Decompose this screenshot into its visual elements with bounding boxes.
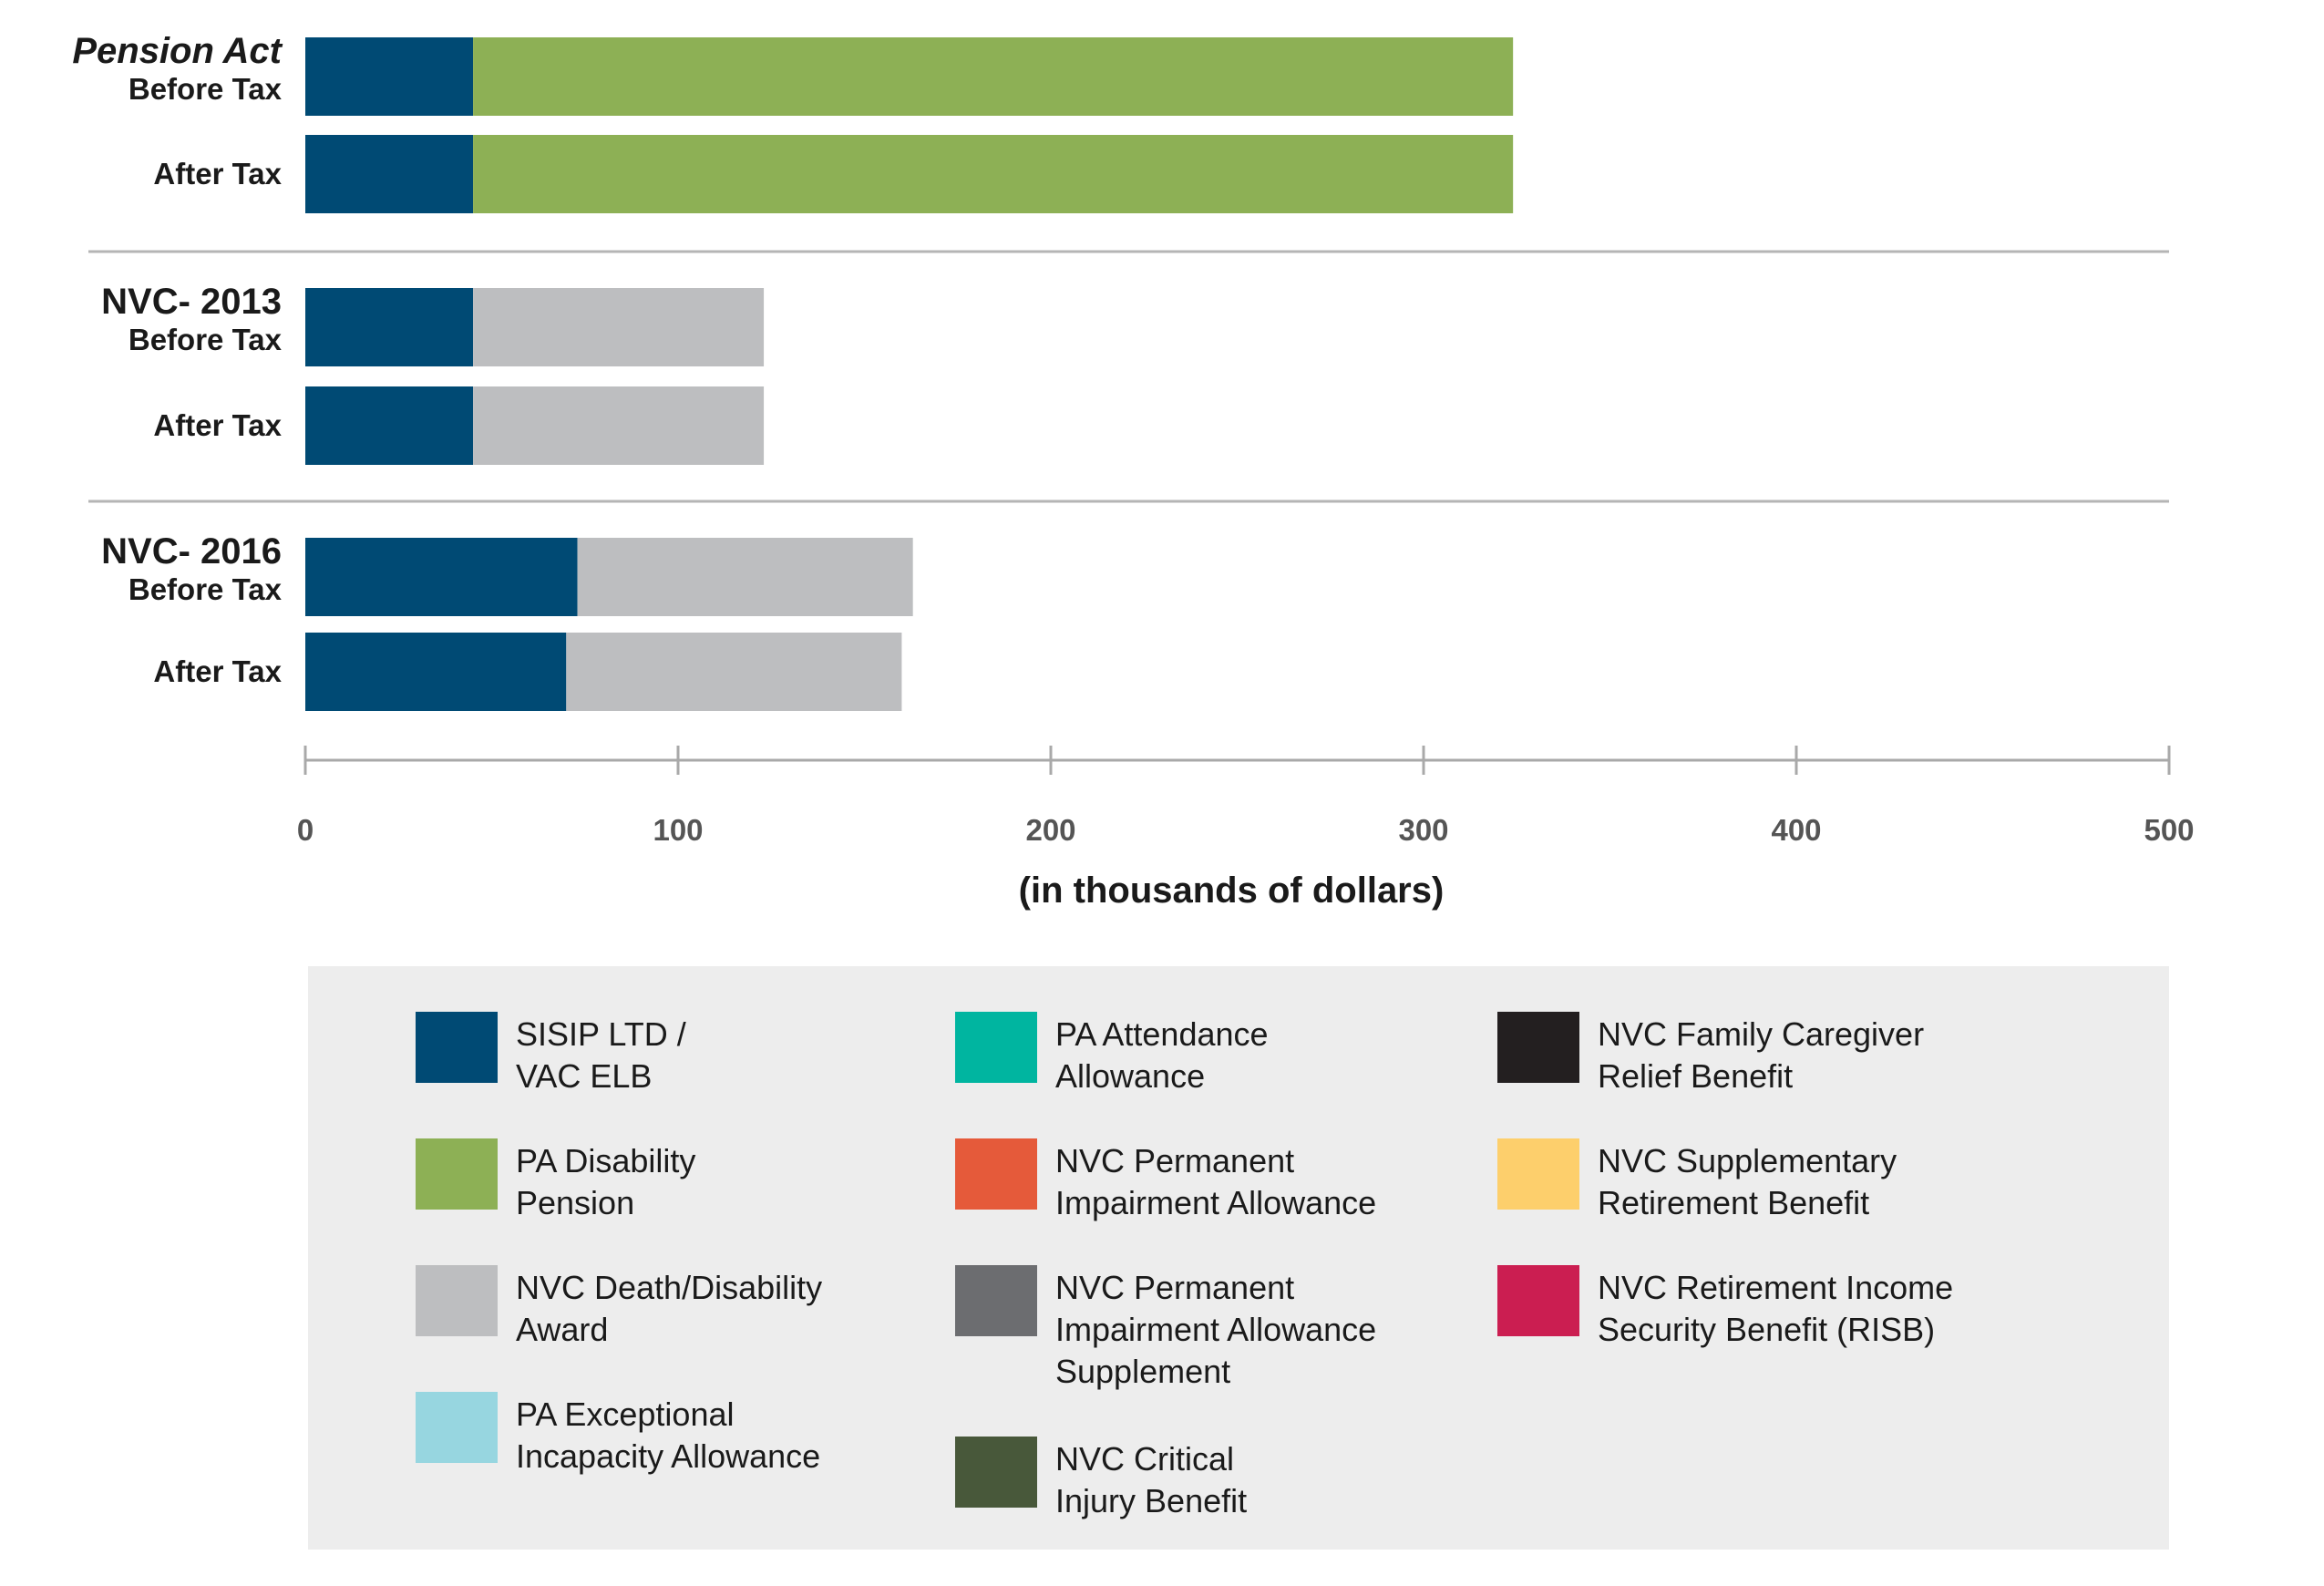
- legend-label: PA Attendance Allowance: [1055, 1015, 1269, 1095]
- legend-item-5: PA Attendance Allowance: [955, 1012, 1484, 1097]
- legend-swatch: [416, 1138, 498, 1210]
- bar-segment-1-2-1: [305, 135, 474, 213]
- legend-item-10: NVC Supplementary Retirement Benefit: [1497, 1138, 2026, 1224]
- bar-segment-2-1-1: [305, 288, 474, 366]
- row-label-2-1: Before Tax: [129, 323, 283, 356]
- legend-label: NVC Retirement Income Security Benefit (…: [1598, 1269, 1954, 1348]
- group-title-1: Pension Act: [72, 31, 283, 71]
- legend-label: SISIP LTD / VAC ELB: [516, 1015, 686, 1095]
- bar-segment-3-1-1: [305, 538, 578, 616]
- legend-label: NVC Permanent Impairment Allowance: [1055, 1142, 1377, 1221]
- bar-segment-2-2-1: [305, 386, 474, 465]
- legend-swatch: [955, 1012, 1037, 1083]
- legend-label: NVC Supplementary Retirement Benefit: [1598, 1142, 1897, 1221]
- legend-item-8: NVC Critical Injury Benefit: [955, 1437, 1484, 1522]
- legend: SISIP LTD / VAC ELB PA Disability Pension…: [308, 966, 2169, 1550]
- x-tick-label-400: 400: [1771, 813, 1821, 847]
- x-axis: 0 100 200 300 400 500: [88, 250, 2195, 847]
- row-label-2-2: After Tax: [153, 408, 282, 442]
- legend-swatch: [416, 1012, 498, 1083]
- bar-segment-1-1-1: [305, 37, 474, 116]
- row-label-1-2: After Tax: [153, 157, 282, 191]
- legend-swatch: [1497, 1138, 1579, 1210]
- legend-label: NVC Death/Disability Award: [516, 1269, 823, 1348]
- legend-swatch: [416, 1265, 498, 1336]
- x-tick-label-200: 200: [1025, 813, 1075, 847]
- bar-segment-2-1-2: [473, 288, 765, 366]
- legend-item-2: PA Disability Pension: [416, 1138, 944, 1224]
- group-title-3: NVC- 2016: [101, 531, 282, 572]
- legend-label: PA Exceptional Incapacity Allowance: [516, 1395, 821, 1475]
- legend-label: PA Disability Pension: [516, 1142, 696, 1221]
- x-tick-label-100: 100: [653, 813, 703, 847]
- x-tick-label-300: 300: [1398, 813, 1448, 847]
- legend-item-6: NVC Permanent Impairment Allowance: [955, 1138, 1484, 1224]
- row-label-1-1: Before Tax: [129, 72, 283, 106]
- legend-label: NVC Family Caregiver Relief Benefit: [1598, 1015, 1925, 1095]
- legend-item-7: NVC Permanent Impairment Allowance Suppl…: [955, 1265, 1484, 1393]
- legend-swatch: [1497, 1012, 1579, 1083]
- legend-swatch: [955, 1265, 1037, 1336]
- row-label-3-2: After Tax: [153, 654, 282, 688]
- group-title-2: NVC- 2013: [101, 282, 282, 322]
- legend-swatch: [1497, 1265, 1579, 1336]
- bars-layer: [305, 37, 1514, 711]
- legend-swatch: [416, 1392, 498, 1463]
- legend-swatch: [955, 1138, 1037, 1210]
- x-axis-title: (in thousands of dollars): [1019, 870, 1445, 911]
- bar-segment-3-2-2: [566, 633, 902, 711]
- legend-swatch: [955, 1437, 1037, 1508]
- bar-segment-3-1-2: [577, 538, 913, 616]
- x-tick-label-500: 500: [2144, 813, 2194, 847]
- legend-item-3: NVC Death/Disability Award: [416, 1265, 944, 1351]
- legend-label: NVC Critical Injury Benefit: [1055, 1440, 1248, 1519]
- legend-label: NVC Permanent Impairment Allowance Suppl…: [1055, 1269, 1377, 1390]
- bar-segment-1-2-2: [473, 135, 1514, 213]
- bar-segment-3-2-1: [305, 633, 567, 711]
- legend-item-11: NVC Retirement Income Security Benefit (…: [1497, 1265, 2026, 1351]
- legend-item-4: PA Exceptional Incapacity Allowance: [416, 1392, 944, 1478]
- x-tick-label-0: 0: [297, 813, 314, 847]
- row-label-3-1: Before Tax: [129, 572, 283, 606]
- bar-segment-2-2-2: [473, 386, 765, 465]
- bar-segment-1-1-2: [473, 37, 1514, 116]
- legend-item-9: NVC Family Caregiver Relief Benefit: [1497, 1012, 2026, 1097]
- legend-item-1: SISIP LTD / VAC ELB: [416, 1012, 944, 1097]
